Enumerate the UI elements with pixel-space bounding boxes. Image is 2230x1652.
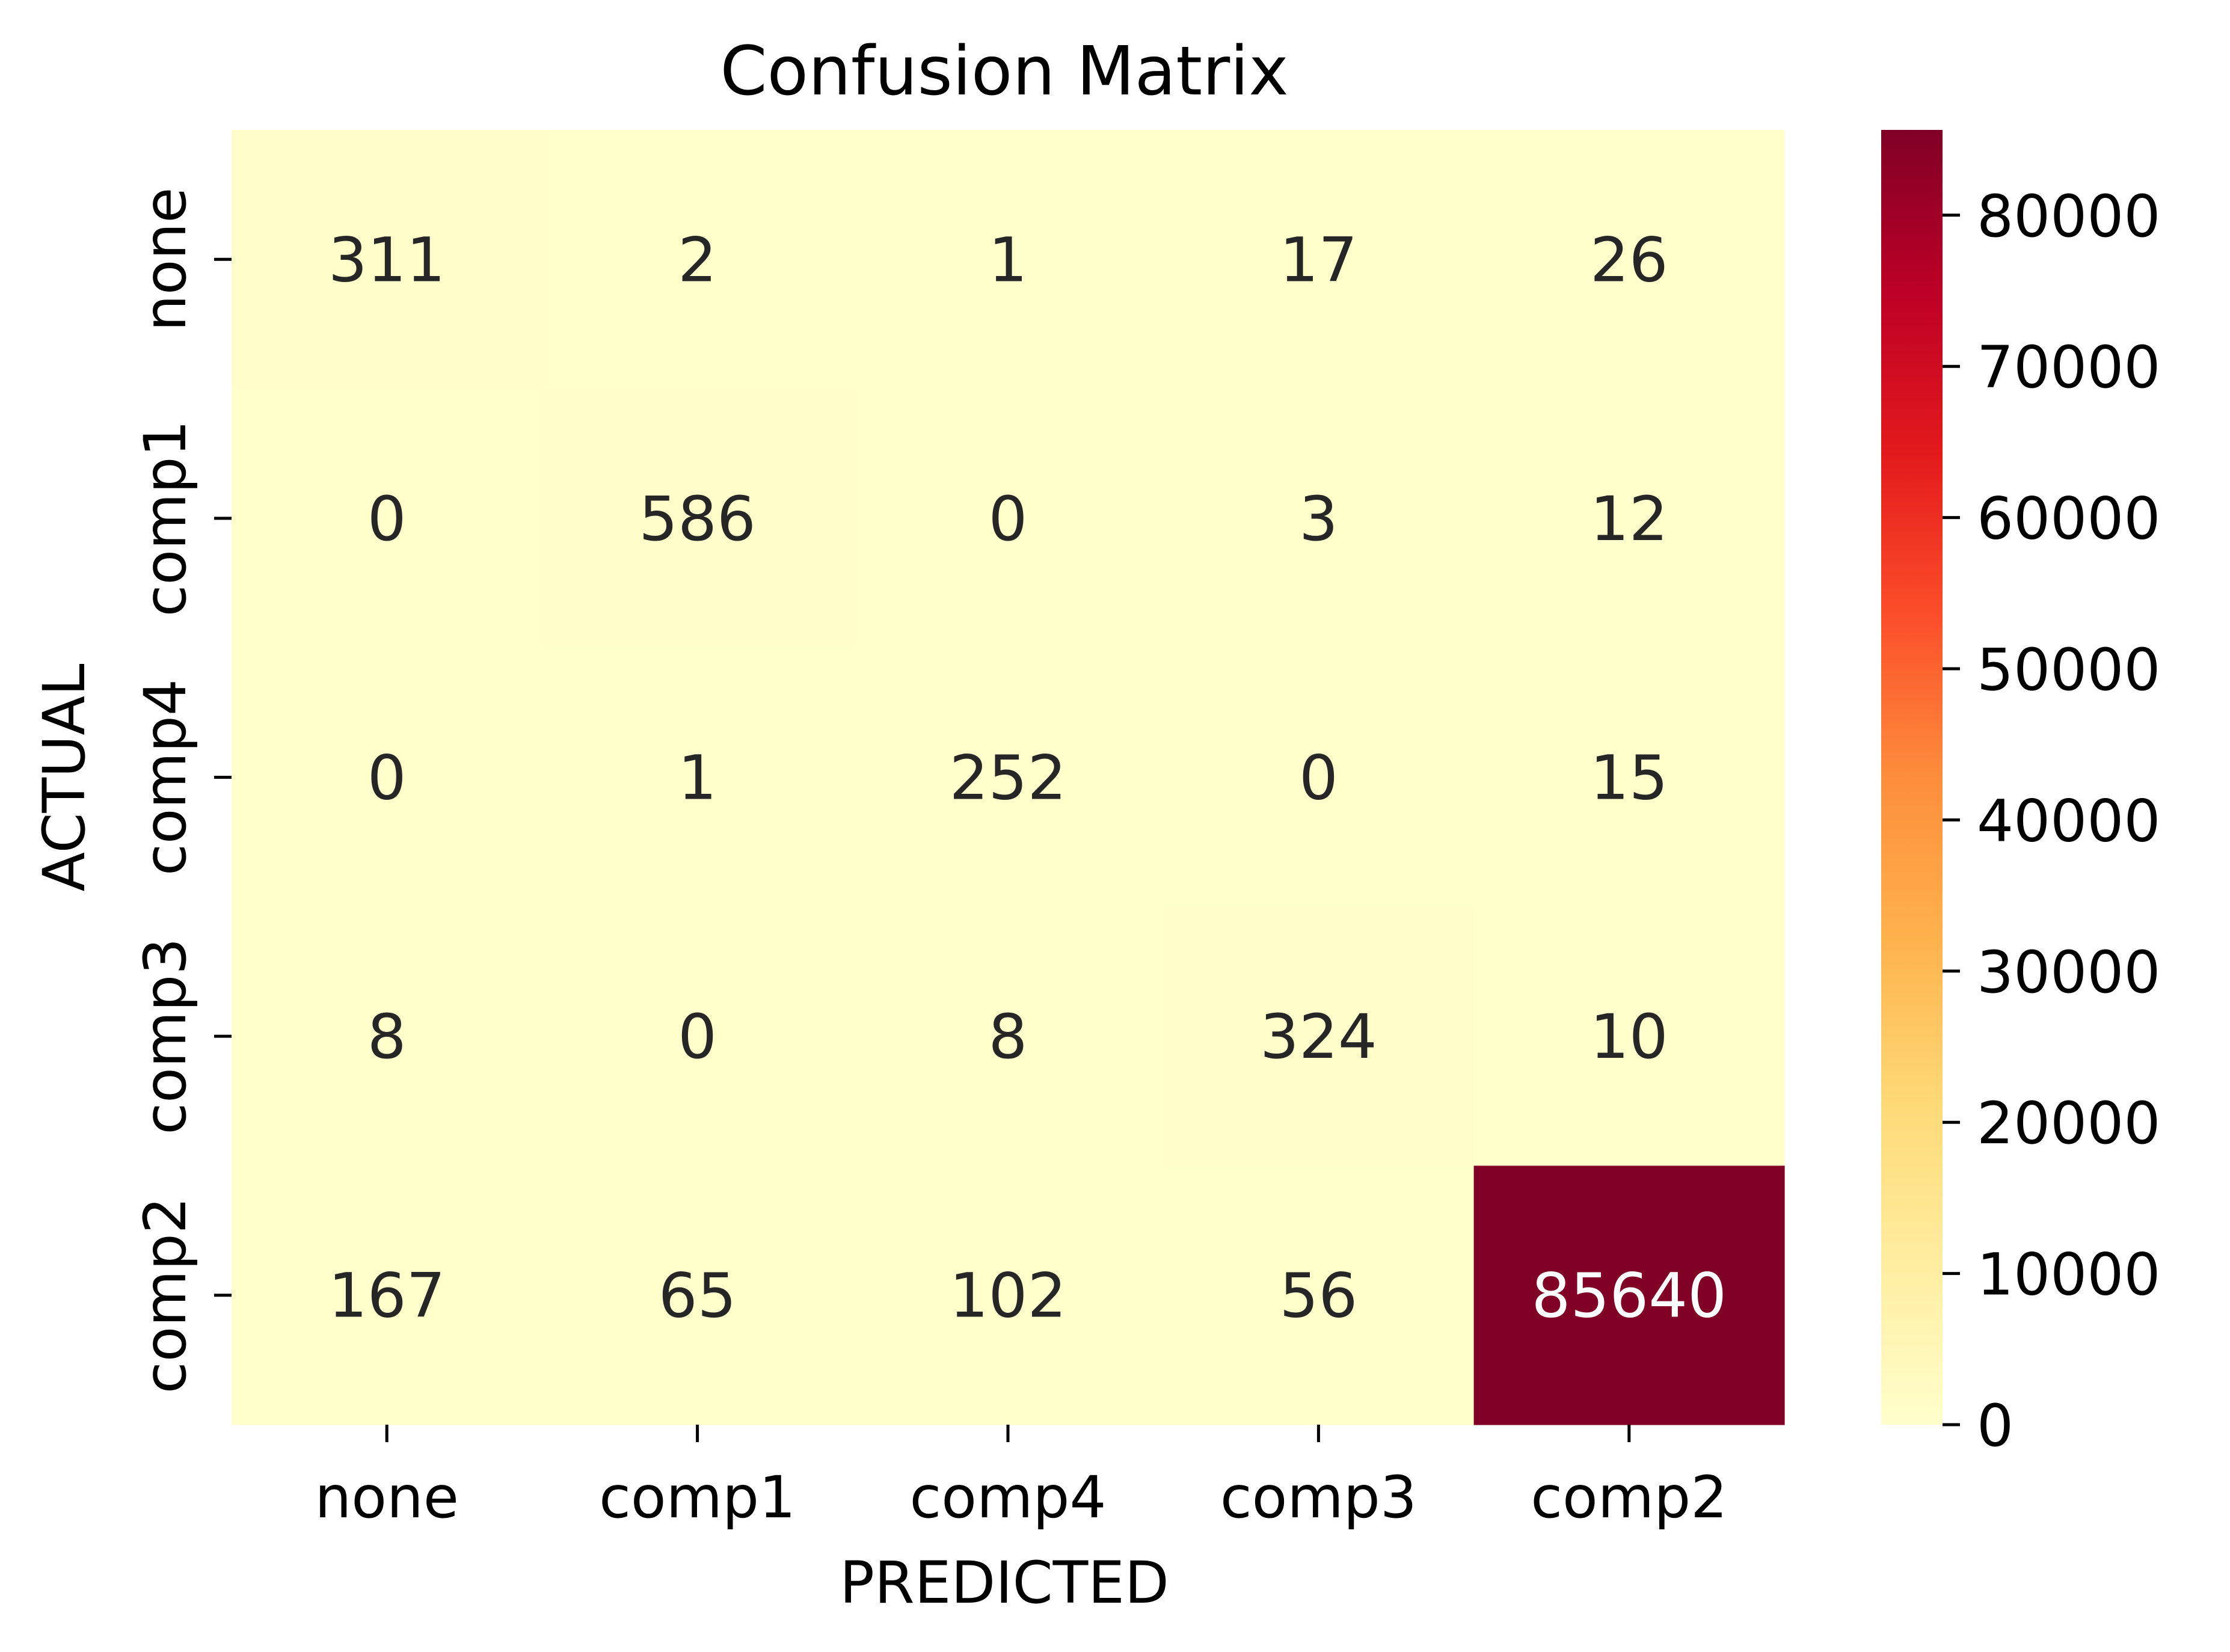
cell-value-label: 0 [367,484,407,555]
chart-title: Confusion Matrix [720,32,1288,111]
heatmap-cell [1473,1165,1785,1425]
x-axis-ticks: none comp1 comp4 comp3 comp2 [315,1425,1727,1531]
heatmap-cell [1473,648,1785,907]
colorbar-tick-label: 60000 [1977,485,2160,553]
x-tick-label: comp1 [599,1464,796,1531]
heatmap-cell [852,648,1164,907]
x-tick-label: none [315,1464,458,1531]
heatmap-cell [852,906,1164,1166]
cell-value-label: 252 [950,743,1067,814]
heatmap-cell [232,130,542,390]
colorbar-tick-label: 0 [1977,1392,2013,1460]
x-tick-label: comp4 [909,1464,1106,1531]
heatmap-cell [542,648,853,907]
heatmap-cell [1163,388,1475,648]
x-axis-label: PREDICTED [840,1549,1169,1617]
cell-value-label: 8 [367,1001,407,1073]
x-tick-label: comp3 [1220,1464,1417,1531]
colorbar-tick-label: 50000 [1977,636,2160,704]
heatmap-cell [232,388,542,648]
y-tick-label: none [132,188,199,331]
colorbar-ticks: 0 10000 20000 30000 40000 50000 60000 70000 8000… [1943,183,2160,1460]
heatmap-cell [542,130,853,390]
cell-value-label: 2 [678,224,717,296]
colorbar-tick-label: 10000 [1977,1241,2160,1309]
heatmap-cell [542,1165,853,1425]
heatmap-cell [232,906,542,1166]
heatmap-cell [1163,1165,1475,1425]
heatmap-cell [1473,130,1785,390]
cell-value-label: 1 [989,224,1028,296]
cell-value-label: 15 [1590,743,1668,814]
y-tick-label: comp2 [132,1197,199,1393]
cell-value-label: 0 [989,484,1028,555]
y-tick-label: comp3 [132,938,199,1135]
cell-value-label: 0 [678,1001,717,1073]
cell-value-label: 1 [678,743,717,814]
heatmap-cell [852,1165,1164,1425]
y-tick-label: comp1 [132,420,199,616]
cell-value-label: 324 [1260,1001,1377,1073]
cell-value-label: 0 [1299,743,1338,814]
cell-value-label: 56 [1280,1260,1358,1332]
cell-value-label: 85640 [1532,1260,1727,1332]
cell-value-label: 311 [328,224,446,296]
y-tick-label: comp4 [132,679,199,876]
cell-value-label: 26 [1590,224,1668,296]
cell-value-label: 65 [659,1260,737,1332]
heatmap-cell [232,1165,542,1425]
cell-value-label: 12 [1590,484,1668,555]
heatmap-cell [1163,130,1475,390]
heatmap-cells: 311 2 1 17 26 0 586 0 3 12 0 1 252 0 15 8 0 8 324 10 167 65 10… [232,130,1785,1425]
colorbar-tick-label: 30000 [1977,939,2160,1006]
heatmap-cell [1473,388,1785,648]
colorbar-tick-label: 20000 [1977,1090,2160,1157]
heatmap-cell [1473,906,1785,1166]
heatmap-cell [1163,648,1475,907]
heatmap-cell [1163,906,1475,1166]
y-axis-label: ACTUAL [31,663,98,891]
cell-value-label: 586 [639,484,756,555]
cell-value-label: 167 [328,1260,446,1332]
heatmap-cell [542,388,853,648]
cell-value-label: 10 [1590,1001,1668,1073]
colorbar-tick-label: 70000 [1977,334,2160,401]
heatmap-cell [232,648,542,907]
cell-value-label: 8 [989,1001,1028,1073]
colorbar-tick-label: 40000 [1977,787,2160,855]
cell-value-label: 17 [1280,224,1358,296]
heatmap-cell [852,388,1164,648]
y-axis-ticks: none comp1 comp4 comp3 comp2 [132,188,232,1393]
colorbar [1881,130,1943,1425]
heatmap-cell [542,906,853,1166]
colorbar-tick-label: 80000 [1977,183,2160,250]
cell-value-label: 102 [950,1260,1067,1332]
x-tick-label: comp2 [1531,1464,1727,1531]
cell-value-label: 0 [367,743,407,814]
heatmap-cell [852,130,1164,390]
cell-value-label: 3 [1299,484,1338,555]
